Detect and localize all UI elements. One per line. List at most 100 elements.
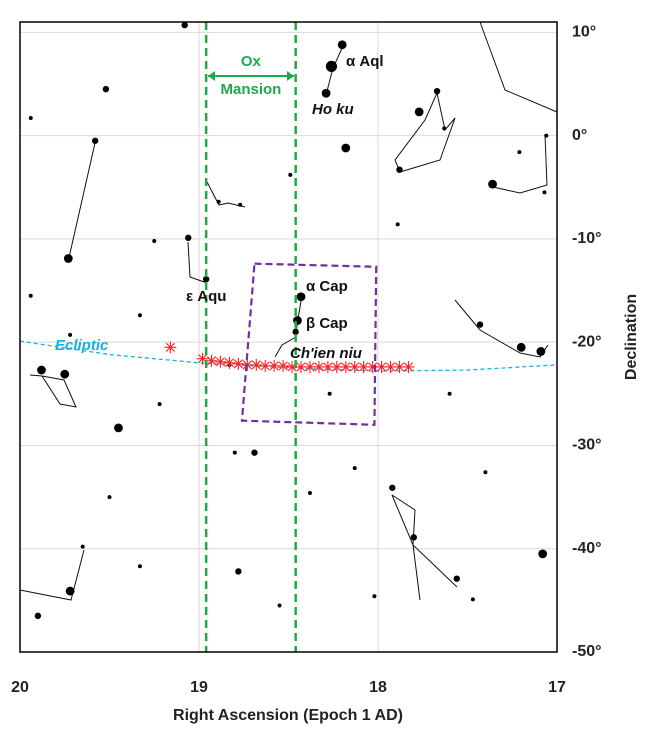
asterisk [321,360,334,373]
constellation-line [29,374,77,408]
x-axis-label: Right Ascension (Epoch 1 AD) [173,707,403,724]
constellation-lines [19,21,558,601]
star [433,87,441,95]
star [542,190,547,195]
star [63,254,73,263]
asterisk [357,360,370,373]
star [488,179,497,189]
asterisk [402,360,415,373]
star [277,603,282,608]
star [483,470,488,475]
star [37,365,46,375]
constellation-line [454,299,549,358]
x-tick-label: 17 [548,679,566,696]
asterisk [339,360,352,373]
star [232,450,237,455]
asterisk [259,359,272,372]
star [337,40,347,50]
star [60,369,70,379]
star [517,150,522,155]
x-tick-label: 19 [190,679,208,696]
star [341,143,351,153]
star [372,594,377,599]
star-label: Ch'ien niu [290,345,362,362]
star [181,21,188,29]
ecliptic-line [19,340,558,372]
constellation-line [187,241,208,284]
star [65,586,75,596]
x-tick-label: 18 [369,679,387,696]
star-label: Ho ku [312,101,354,118]
mansion-label: Mansion [220,81,281,98]
constellation-line [19,549,85,601]
asterisk [393,360,406,373]
star [395,222,400,227]
star [102,85,110,93]
asterisk [223,356,236,369]
star [389,484,396,491]
star [325,60,338,73]
constellation-line [391,494,421,601]
star [251,449,258,456]
star [544,133,549,138]
asterisk [232,357,245,370]
asterisk [303,360,316,373]
star [307,490,312,495]
asterisk [348,360,361,373]
asterisk [277,359,290,372]
star [414,107,424,117]
constellation-line [67,142,96,263]
asterisk [312,360,325,373]
star [327,391,332,396]
star [216,199,221,204]
star [352,466,357,471]
y-tick-label: -30° [572,437,602,454]
asterisk [268,359,281,372]
star [470,597,475,602]
asterisk [214,355,227,368]
star [157,402,162,407]
star [68,332,73,337]
star [292,328,299,336]
star-label: β Cap [306,315,348,332]
constellation-line [479,21,558,113]
y-tick-label: -10° [572,230,602,247]
star [293,316,302,325]
y-tick-label: 0° [572,127,587,144]
lunar-region [240,262,378,426]
star [185,234,192,242]
star-label: ε Aqu [186,288,226,305]
star [202,275,210,283]
star [410,534,417,541]
y-tick-label: -40° [572,540,602,557]
plot-frame [19,21,558,653]
star-label: α Aql [346,53,384,70]
asterisk [196,352,209,365]
star [476,321,484,328]
constellation-line [391,494,458,588]
star [536,347,546,356]
star [396,166,403,173]
asterisk [205,354,218,367]
star [235,568,242,575]
star [453,575,460,582]
star [152,238,157,243]
asterisk [295,360,308,373]
star [321,88,331,98]
star [107,495,112,500]
star [137,564,142,569]
star [447,391,452,396]
star [288,172,293,177]
star [137,313,142,318]
mansion-label: Ox [241,53,262,70]
star [296,292,306,302]
x-tick-label: 20 [11,679,29,696]
constellation-line [492,134,548,194]
asterisk [366,360,379,373]
y-tick-label: 10° [572,24,596,41]
asterisk [375,360,388,373]
y-axis-label: Declination [623,294,640,380]
star [538,549,548,559]
asterisk [164,341,177,354]
